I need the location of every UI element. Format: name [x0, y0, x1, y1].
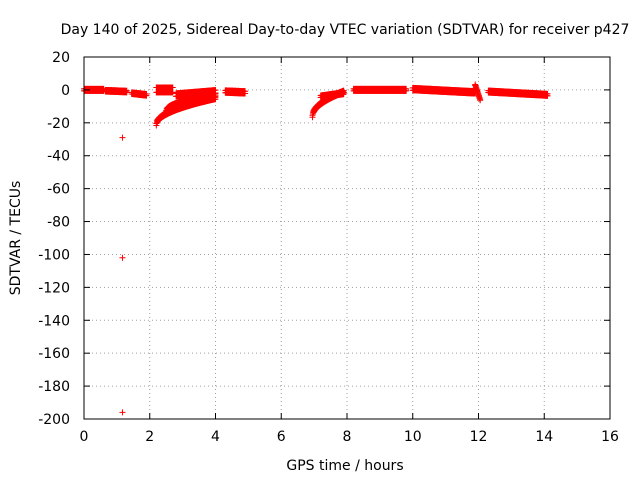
x-axis-label: GPS time / hours: [286, 458, 403, 474]
y-tick-label: -200: [38, 412, 70, 428]
y-tick-label: -80: [47, 215, 70, 231]
data-point: [477, 97, 484, 104]
x-axis-ticks: 0 2 4 6 8 10 12 14 16: [80, 57, 619, 445]
data-point: [340, 91, 347, 98]
x-tick-label: 10: [404, 429, 422, 445]
x-tick-label: 16: [601, 429, 619, 445]
y-tick-label: 0: [61, 83, 70, 99]
data-point: [544, 92, 551, 99]
y-tick-label: 20: [52, 50, 70, 66]
outlier-point: [119, 409, 126, 416]
x-tick-label: 0: [80, 429, 89, 445]
data-points: [81, 81, 551, 416]
outlier-point: [119, 134, 126, 141]
y-tick-label: -120: [38, 280, 70, 296]
y-tick-label: -60: [47, 182, 70, 198]
chart-title: Day 140 of 2025, Sidereal Day-to-day VTE…: [61, 22, 630, 38]
outlier-point: [119, 254, 126, 261]
y-tick-label: -20: [47, 116, 70, 132]
y-tick-label: -40: [47, 149, 70, 165]
y-axis-ticks: 20 0 -20 -40 -60 -80 -100 -120 -140 -160 -180 -200: [38, 50, 610, 428]
data-point: [403, 87, 410, 94]
data-point: [143, 92, 150, 99]
x-tick-label: 14: [535, 429, 553, 445]
grid-lines: [84, 57, 610, 419]
data-point: [169, 89, 176, 96]
y-tick-label: -180: [38, 379, 70, 395]
data-point: [212, 90, 219, 97]
x-tick-label: 4: [211, 429, 220, 445]
x-tick-label: 12: [470, 429, 488, 445]
data-point: [242, 90, 249, 97]
x-tick-label: 2: [145, 429, 154, 445]
x-tick-label: 6: [277, 429, 286, 445]
y-axis-label: SDTVAR / TECUs: [8, 181, 24, 296]
y-tick-label: -140: [38, 313, 70, 329]
data-point: [153, 122, 160, 129]
y-tick-label: -100: [38, 247, 70, 263]
x-tick-label: 8: [343, 429, 352, 445]
data-point: [309, 114, 316, 121]
y-tick-label: -160: [38, 346, 70, 362]
